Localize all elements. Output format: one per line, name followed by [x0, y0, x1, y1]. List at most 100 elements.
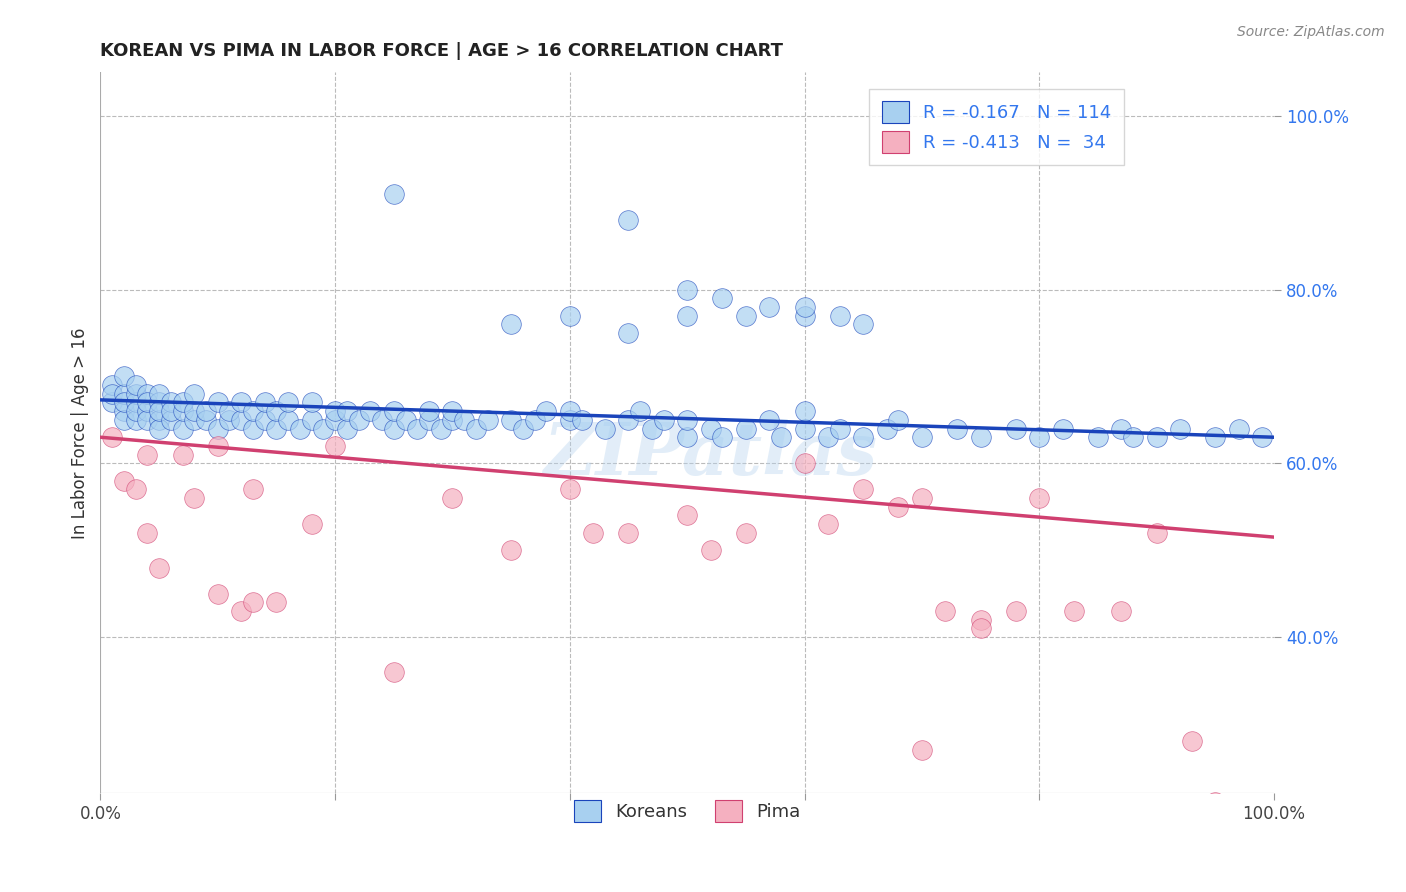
- Point: [887, 413, 910, 427]
- Point: [758, 413, 780, 427]
- Point: [159, 404, 181, 418]
- Point: [124, 395, 146, 409]
- Point: [558, 413, 581, 427]
- Point: [301, 517, 323, 532]
- Point: [1111, 604, 1133, 618]
- Point: [382, 665, 405, 679]
- Point: [852, 430, 875, 444]
- Point: [207, 439, 229, 453]
- Point: [758, 300, 780, 314]
- Y-axis label: In Labor Force | Age > 16: In Labor Force | Age > 16: [72, 327, 89, 539]
- Point: [242, 595, 264, 609]
- Point: [946, 421, 969, 435]
- Point: [277, 395, 299, 409]
- Point: [266, 421, 288, 435]
- Point: [1004, 421, 1026, 435]
- Point: [253, 395, 276, 409]
- Point: [911, 743, 934, 757]
- Point: [242, 483, 264, 497]
- Point: [1146, 525, 1168, 540]
- Point: [207, 395, 229, 409]
- Point: [817, 430, 839, 444]
- Point: [934, 604, 956, 618]
- Point: [382, 421, 405, 435]
- Point: [429, 421, 451, 435]
- Point: [124, 378, 146, 392]
- Point: [359, 404, 381, 418]
- Point: [101, 430, 124, 444]
- Point: [453, 413, 475, 427]
- Point: [159, 395, 181, 409]
- Point: [1122, 430, 1144, 444]
- Point: [418, 404, 440, 418]
- Point: [617, 213, 640, 227]
- Point: [207, 421, 229, 435]
- Point: [558, 309, 581, 323]
- Point: [148, 560, 170, 574]
- Point: [699, 543, 721, 558]
- Point: [676, 309, 699, 323]
- Point: [112, 386, 135, 401]
- Point: [571, 413, 593, 427]
- Point: [101, 378, 124, 392]
- Point: [501, 318, 523, 332]
- Point: [441, 404, 464, 418]
- Point: [617, 326, 640, 340]
- Point: [136, 413, 159, 427]
- Point: [124, 386, 146, 401]
- Point: [301, 413, 323, 427]
- Point: [253, 413, 276, 427]
- Point: [501, 543, 523, 558]
- Point: [734, 421, 756, 435]
- Point: [148, 413, 170, 427]
- Text: ZIPatlas: ZIPatlas: [544, 419, 877, 490]
- Point: [464, 421, 486, 435]
- Point: [406, 421, 429, 435]
- Point: [441, 413, 464, 427]
- Point: [323, 404, 346, 418]
- Point: [793, 404, 815, 418]
- Point: [218, 404, 240, 418]
- Point: [770, 430, 793, 444]
- Point: [195, 413, 218, 427]
- Point: [536, 404, 558, 418]
- Point: [394, 413, 416, 427]
- Point: [887, 500, 910, 514]
- Point: [231, 395, 253, 409]
- Point: [124, 483, 146, 497]
- Point: [1204, 430, 1226, 444]
- Point: [124, 404, 146, 418]
- Point: [112, 474, 135, 488]
- Point: [231, 604, 253, 618]
- Point: [136, 448, 159, 462]
- Point: [112, 413, 135, 427]
- Point: [558, 404, 581, 418]
- Point: [969, 613, 991, 627]
- Point: [793, 421, 815, 435]
- Point: [172, 448, 194, 462]
- Point: [312, 421, 335, 435]
- Point: [911, 491, 934, 505]
- Point: [112, 404, 135, 418]
- Point: [628, 404, 651, 418]
- Point: [172, 404, 194, 418]
- Point: [242, 404, 264, 418]
- Point: [852, 483, 875, 497]
- Point: [218, 413, 240, 427]
- Point: [593, 421, 616, 435]
- Point: [101, 386, 124, 401]
- Point: [183, 404, 205, 418]
- Point: [382, 187, 405, 202]
- Point: [288, 421, 311, 435]
- Point: [1028, 491, 1050, 505]
- Point: [828, 309, 851, 323]
- Point: [112, 369, 135, 384]
- Point: [347, 413, 370, 427]
- Point: [336, 404, 359, 418]
- Point: [1111, 421, 1133, 435]
- Point: [172, 421, 194, 435]
- Point: [148, 395, 170, 409]
- Point: [323, 439, 346, 453]
- Point: [183, 491, 205, 505]
- Point: [148, 421, 170, 435]
